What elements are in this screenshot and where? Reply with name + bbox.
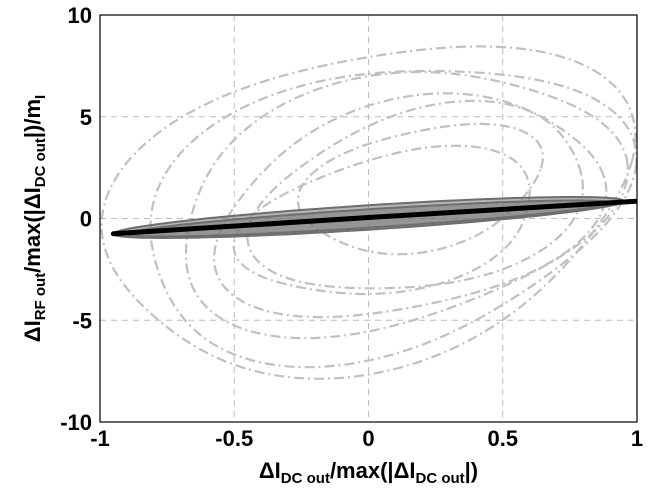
series-light-loop bbox=[100, 45, 637, 380]
label-text: /max(|ΔI bbox=[20, 187, 45, 273]
series-light-loop bbox=[296, 122, 545, 256]
y-tick-label: 10 bbox=[68, 3, 92, 28]
label-subscript: DC out bbox=[32, 138, 49, 187]
x-tick-label: -1 bbox=[90, 426, 110, 451]
y-tick-label: -10 bbox=[60, 410, 92, 435]
series-light-loop bbox=[232, 144, 531, 296]
label-subscript: DC out bbox=[281, 470, 330, 487]
label-text: ΔI bbox=[259, 458, 281, 483]
label-text: /max(|ΔI bbox=[330, 458, 416, 483]
x-axis-label: ΔIDC out/max(|ΔIDC out|) bbox=[259, 458, 478, 487]
tick-labels: -1 -0.5 0 0.5 1 -10 -5 0 5 10 bbox=[60, 3, 643, 451]
plot-frame bbox=[99, 14, 638, 423]
series-light-loop bbox=[212, 92, 608, 319]
y-tick-label: 0 bbox=[80, 207, 92, 232]
series-light-loop bbox=[246, 99, 585, 290]
series-black-line bbox=[110, 198, 637, 237]
y-axis-label: ΔIRF out/max(|ΔIDC out|)/mI bbox=[20, 95, 49, 342]
label-text: |) bbox=[465, 458, 478, 483]
x-tick-label: -0.5 bbox=[215, 426, 253, 451]
label-subscript: I bbox=[32, 95, 49, 99]
y-tick-label: -5 bbox=[72, 308, 92, 333]
series-light-loop bbox=[149, 69, 637, 369]
label-text: |)/m bbox=[20, 99, 45, 138]
series-group bbox=[100, 45, 637, 380]
label-text: ΔI bbox=[20, 320, 45, 342]
label-subscript: DC out bbox=[416, 470, 465, 487]
y-tick-label: 5 bbox=[80, 105, 92, 130]
series-light-loop bbox=[184, 70, 630, 340]
label-subscript: RF out bbox=[32, 273, 49, 320]
x-tick-label: 0 bbox=[362, 426, 374, 451]
x-tick-label: 0.5 bbox=[487, 426, 518, 451]
x-tick-label: 1 bbox=[631, 426, 643, 451]
